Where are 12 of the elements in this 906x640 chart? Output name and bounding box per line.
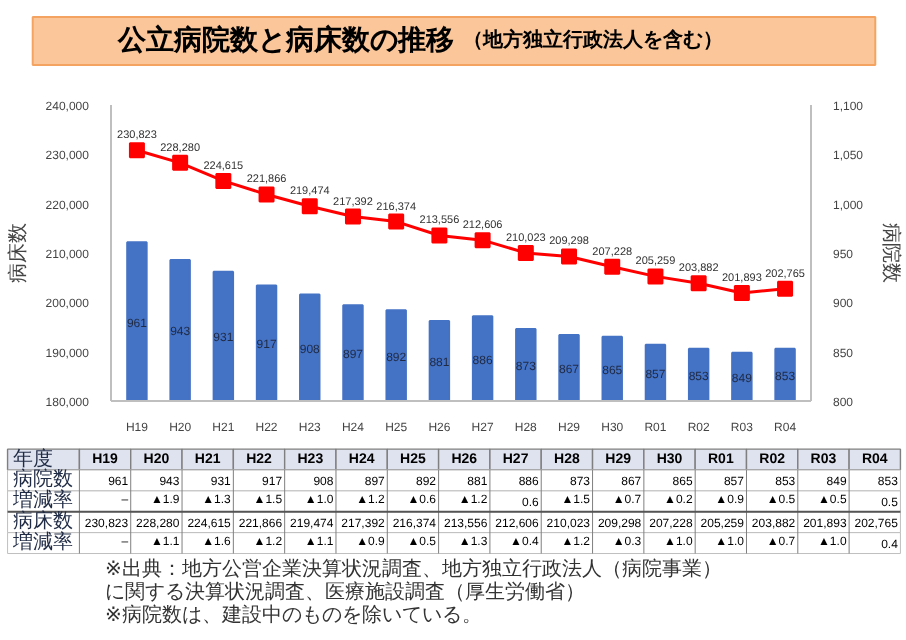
y-axis-title: 病床数: [5, 223, 30, 283]
chart-subtitle: （地方独立行政法人を含む）: [463, 28, 724, 52]
text: 病床数: [12, 509, 73, 534]
chart-title: 公立病院数と病床数の推移: [116, 23, 454, 57]
text: 増減率: [10, 530, 73, 555]
y2-axis-title: 病院数: [879, 223, 904, 283]
text: 病院数: [12, 467, 73, 492]
text: 増減率: [10, 488, 73, 513]
text: ※病院数は、建設中のものを除いている。: [105, 603, 482, 628]
text: 年度: [12, 446, 53, 471]
text: に関する決算状況調査、医療施設調査（厚生労働省）: [105, 580, 586, 605]
text: ※出典：地方公営企業決算状況調査、地方独立行政法人（病院事業）: [105, 557, 722, 582]
